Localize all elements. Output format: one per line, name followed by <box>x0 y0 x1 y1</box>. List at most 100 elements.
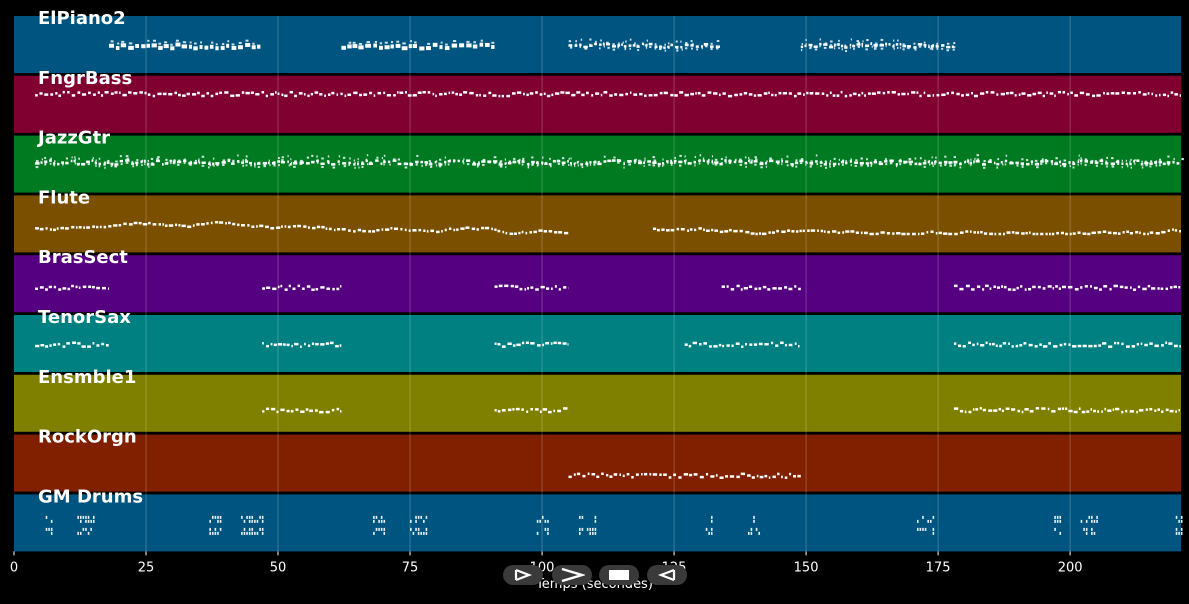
note <box>736 284 740 288</box>
note <box>1074 288 1079 291</box>
note <box>1014 94 1017 97</box>
note <box>289 163 292 166</box>
note <box>250 91 254 94</box>
drum-hit <box>378 519 380 523</box>
note <box>589 161 592 164</box>
note <box>579 45 582 48</box>
note <box>139 91 143 94</box>
note <box>87 345 91 348</box>
step-back-button[interactable] <box>647 565 687 585</box>
note <box>855 231 859 234</box>
note <box>612 43 615 46</box>
note <box>554 285 557 288</box>
note <box>439 158 442 161</box>
note <box>629 44 632 47</box>
note <box>142 223 148 226</box>
note <box>729 475 735 478</box>
note <box>597 160 601 163</box>
note <box>959 409 964 413</box>
note <box>647 160 651 163</box>
note <box>587 472 590 476</box>
note <box>408 44 412 49</box>
note <box>1095 164 1098 167</box>
note <box>854 164 857 167</box>
note <box>507 342 512 345</box>
note <box>484 226 490 230</box>
note <box>227 40 230 43</box>
drum-hit <box>1054 515 1056 519</box>
note <box>1058 287 1061 290</box>
note <box>829 44 833 47</box>
note <box>508 160 511 163</box>
drum-hit <box>539 519 541 523</box>
note <box>595 40 597 43</box>
note <box>685 42 688 45</box>
drum-hit <box>916 519 919 523</box>
note <box>1005 154 1008 157</box>
play-button[interactable] <box>552 565 592 585</box>
note <box>482 163 485 166</box>
time-grid <box>145 16 1071 552</box>
note <box>860 231 863 235</box>
note <box>110 165 113 168</box>
drum-hit <box>209 527 211 531</box>
note <box>694 155 697 158</box>
note <box>568 157 570 160</box>
note <box>1154 409 1157 412</box>
note <box>753 343 758 346</box>
note <box>1174 93 1178 96</box>
note <box>830 40 833 43</box>
note <box>845 50 848 53</box>
note <box>751 159 753 162</box>
note <box>1134 162 1136 165</box>
drum-hit <box>415 515 417 519</box>
note <box>247 224 250 227</box>
note <box>1016 162 1019 165</box>
note <box>838 158 840 161</box>
drum-hit <box>1178 531 1180 535</box>
note <box>146 43 151 48</box>
note <box>114 165 118 168</box>
note <box>147 93 151 96</box>
note <box>1023 342 1027 345</box>
note <box>983 232 988 235</box>
note <box>297 224 302 228</box>
note <box>366 154 369 157</box>
note <box>518 231 521 235</box>
step-forward-button[interactable] <box>503 565 543 585</box>
note <box>147 162 150 166</box>
note <box>135 161 139 164</box>
note <box>716 39 720 42</box>
drum-hit <box>1180 515 1183 519</box>
drum-hit <box>579 515 581 519</box>
note <box>303 93 306 96</box>
note <box>245 43 251 48</box>
note <box>795 161 798 164</box>
note <box>643 161 646 165</box>
note <box>53 228 56 232</box>
note <box>692 341 697 345</box>
note <box>393 227 399 231</box>
note <box>209 164 212 167</box>
drum-hit <box>383 527 386 531</box>
note <box>480 39 483 42</box>
note <box>53 285 57 289</box>
note <box>1106 156 1109 159</box>
note <box>162 163 164 166</box>
note <box>300 345 302 348</box>
stop-button[interactable] <box>599 565 639 585</box>
note <box>58 288 62 291</box>
note <box>1001 285 1004 288</box>
note <box>923 165 926 168</box>
note <box>975 408 979 411</box>
note <box>81 345 86 348</box>
note <box>1169 286 1173 289</box>
note <box>484 42 490 47</box>
note <box>823 163 827 166</box>
note <box>959 166 962 169</box>
note <box>825 166 827 169</box>
note <box>892 232 895 235</box>
note <box>497 410 501 413</box>
note <box>383 163 385 166</box>
note <box>944 163 947 166</box>
